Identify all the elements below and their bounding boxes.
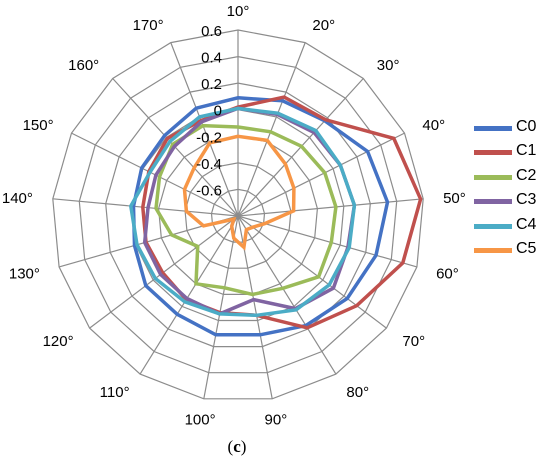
- radial-tick-label: -0.2: [196, 129, 222, 146]
- series-line-c0: [131, 96, 390, 337]
- grid-spoke: [237, 215, 418, 268]
- grid-spoke: [237, 42, 306, 217]
- legend-swatch: [474, 150, 512, 156]
- grid-spoke: [52, 198, 239, 217]
- radar-labels: 0.6 0.4 0.2 0 -0.2 -0.4 -0.6 10° 20° 30° 40° 50° 60°…: [2, 3, 466, 429]
- legend-swatch: [474, 223, 512, 229]
- grid-spoke: [237, 215, 337, 375]
- category-label: 70°: [402, 333, 425, 350]
- grid-spoke: [203, 215, 239, 399]
- category-label: 160°: [68, 57, 99, 74]
- category-label: 30°: [377, 57, 400, 74]
- legend-item-c4: C4: [474, 215, 550, 239]
- legend-label: C4: [516, 215, 537, 233]
- grid-spoke: [237, 215, 387, 329]
- grid-spoke: [237, 198, 424, 217]
- figure-caption: (c): [227, 437, 247, 456]
- legend-swatch: [474, 174, 512, 180]
- radar-chart: 0.6 0.4 0.2 0 -0.2 -0.4 -0.6 10° 20° 30° 40° 50° 60°…: [2, 3, 466, 429]
- legend-item-c2: C2: [474, 166, 550, 190]
- series-line-c2: [154, 123, 338, 297]
- grid-ring: [52, 29, 424, 400]
- radial-tick-label: 0.6: [201, 23, 222, 40]
- category-label: 150°: [23, 117, 54, 134]
- category-label: 130°: [9, 265, 40, 282]
- series-line-c5: [182, 134, 296, 251]
- radial-tick-label: 0: [214, 103, 222, 120]
- grid-spoke: [139, 215, 239, 375]
- radial-tick-label: 0.2: [201, 76, 222, 93]
- legend-item-c1: C1: [474, 141, 550, 165]
- category-label: 140°: [2, 190, 33, 207]
- radial-tick-label: 0.4: [201, 50, 222, 67]
- caption-letter: c: [233, 437, 241, 456]
- radar-grid: [52, 29, 424, 400]
- category-label: 60°: [436, 265, 459, 282]
- category-label: 120°: [43, 333, 74, 350]
- category-label: 80°: [346, 384, 369, 401]
- category-label: 100°: [185, 412, 216, 429]
- legend-swatch: [474, 126, 512, 131]
- grid-ring: [184, 162, 292, 269]
- legend-label: C5: [516, 239, 537, 257]
- legend: C0 C1 C2 C3 C4 C5: [474, 117, 550, 263]
- grid-ring: [78, 55, 398, 374]
- category-label: 110°: [100, 384, 130, 401]
- legend-label: C2: [516, 166, 537, 184]
- category-label: 10°: [227, 3, 250, 20]
- category-label: 50°: [443, 190, 466, 207]
- legend-swatch: [474, 247, 512, 253]
- category-label: 40°: [422, 117, 445, 134]
- series-line-c4: [128, 106, 357, 318]
- legend-item-c5: C5: [474, 239, 550, 263]
- legend-item-c0: C0: [474, 117, 550, 141]
- radial-tick-label: -0.6: [196, 182, 222, 199]
- legend-label: C1: [516, 142, 537, 160]
- category-label: 170°: [133, 17, 164, 34]
- legend-label: C3: [516, 191, 537, 209]
- grid-spoke: [170, 42, 239, 217]
- category-label: 90°: [265, 412, 288, 429]
- grid-ring: [105, 82, 371, 348]
- legend-swatch: [474, 199, 512, 205]
- legend-label: C0: [516, 118, 537, 135]
- category-label: 20°: [312, 17, 335, 34]
- legend-item-c3: C3: [474, 190, 550, 214]
- grid-ring: [157, 135, 319, 295]
- grid-spoke: [237, 132, 405, 217]
- radial-tick-label: -0.4: [196, 156, 222, 173]
- radar-series: [128, 95, 423, 337]
